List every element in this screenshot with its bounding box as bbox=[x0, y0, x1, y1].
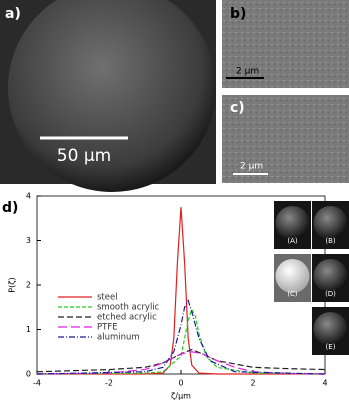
y-tick-label: 1 bbox=[26, 325, 31, 334]
x-tick-label: -4 bbox=[33, 379, 41, 388]
inset-label: (E) bbox=[326, 343, 336, 351]
y-tick-label: 2 bbox=[26, 281, 31, 290]
y-tick-label: 3 bbox=[26, 236, 31, 245]
scale-label: 50 μm bbox=[57, 146, 111, 166]
legend-label: PTFE bbox=[97, 323, 118, 333]
y-tick-label: 0 bbox=[26, 370, 31, 379]
series-line bbox=[36, 307, 326, 375]
insets: (A) (B) (C) (D) (E) bbox=[274, 201, 349, 355]
legend-label: smooth acrylic bbox=[97, 303, 160, 313]
panel-label: a) bbox=[5, 6, 21, 22]
x-tick-label: 4 bbox=[322, 379, 327, 388]
sem-image-c bbox=[222, 95, 349, 183]
inset-label: (D) bbox=[325, 290, 336, 298]
y-axis-label: P(ζ) bbox=[8, 277, 17, 292]
ball bbox=[275, 259, 310, 293]
legend-label: steel bbox=[97, 293, 118, 303]
x-tick-label: -2 bbox=[105, 379, 113, 388]
x-axis-label: ζ/μm bbox=[171, 392, 191, 401]
ball bbox=[275, 206, 310, 240]
panel-label: c) bbox=[230, 100, 245, 116]
series-line bbox=[36, 299, 326, 375]
y-tick-label: 4 bbox=[26, 192, 31, 201]
panel-label: b) bbox=[230, 6, 246, 22]
series-line bbox=[36, 351, 326, 375]
legend-label: etched acrylic bbox=[97, 313, 157, 323]
ball bbox=[313, 312, 348, 346]
legend-label: aluminum bbox=[97, 333, 140, 343]
sphere bbox=[8, 0, 216, 192]
series-line bbox=[36, 348, 326, 373]
inset-label: (C) bbox=[287, 290, 298, 298]
ball bbox=[313, 206, 348, 240]
x-tick-label: 2 bbox=[250, 379, 255, 388]
inset-label: (B) bbox=[325, 237, 336, 245]
sem-image-b bbox=[222, 0, 349, 88]
scale-label: 2 μm bbox=[240, 162, 263, 172]
x-tick-label: 0 bbox=[178, 379, 183, 388]
series-line bbox=[37, 207, 325, 375]
ball bbox=[313, 259, 348, 293]
panel-label: d) bbox=[2, 200, 18, 216]
scale-label: 2 μm bbox=[236, 67, 259, 77]
inset-label: (A) bbox=[287, 237, 298, 245]
